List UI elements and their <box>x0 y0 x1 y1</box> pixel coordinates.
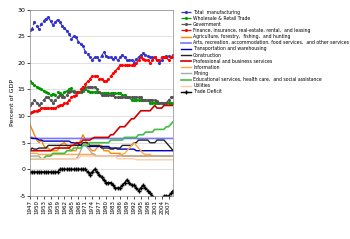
Legend: Total  manufacturing, Wholesale & Retail Trade, Government, Finance, insurance, : Total manufacturing, Wholesale & Retail … <box>179 8 350 96</box>
Y-axis label: Percent of GDP: Percent of GDP <box>10 79 15 126</box>
